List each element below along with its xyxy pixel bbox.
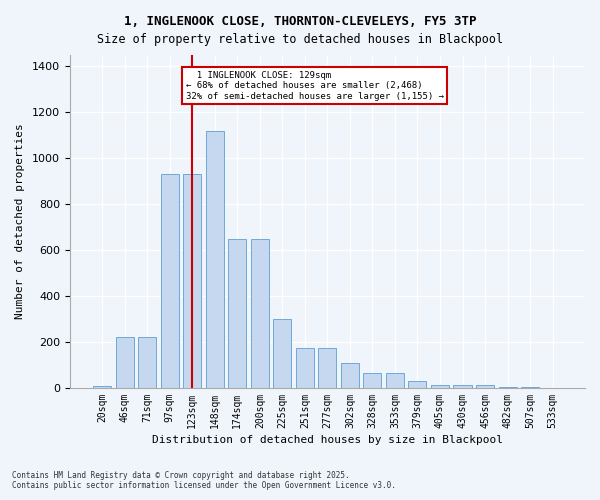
Bar xyxy=(93,386,111,388)
Bar xyxy=(251,238,269,388)
Bar xyxy=(229,238,247,388)
Bar xyxy=(319,348,337,388)
Bar xyxy=(138,338,156,388)
Text: Contains HM Land Registry data © Crown copyright and database right 2025.
Contai: Contains HM Land Registry data © Crown c… xyxy=(12,470,396,490)
Bar xyxy=(476,384,494,388)
Bar xyxy=(206,131,224,388)
Bar xyxy=(296,348,314,388)
Y-axis label: Number of detached properties: Number of detached properties xyxy=(15,124,25,320)
Bar xyxy=(183,174,201,388)
Bar xyxy=(116,338,134,388)
Bar xyxy=(341,362,359,388)
Bar xyxy=(161,174,179,388)
Bar xyxy=(409,381,427,388)
Bar xyxy=(274,319,292,388)
X-axis label: Distribution of detached houses by size in Blackpool: Distribution of detached houses by size … xyxy=(152,435,503,445)
Text: 1 INGLENOOK CLOSE: 129sqm
← 68% of detached houses are smaller (2,468)
32% of se: 1 INGLENOOK CLOSE: 129sqm ← 68% of detac… xyxy=(185,71,443,101)
Bar xyxy=(386,373,404,388)
Bar xyxy=(364,373,382,388)
Text: 1, INGLENOOK CLOSE, THORNTON-CLEVELEYS, FY5 3TP: 1, INGLENOOK CLOSE, THORNTON-CLEVELEYS, … xyxy=(124,15,476,28)
Bar xyxy=(499,387,517,388)
Text: Size of property relative to detached houses in Blackpool: Size of property relative to detached ho… xyxy=(97,32,503,46)
Bar xyxy=(454,384,472,388)
Bar xyxy=(431,384,449,388)
